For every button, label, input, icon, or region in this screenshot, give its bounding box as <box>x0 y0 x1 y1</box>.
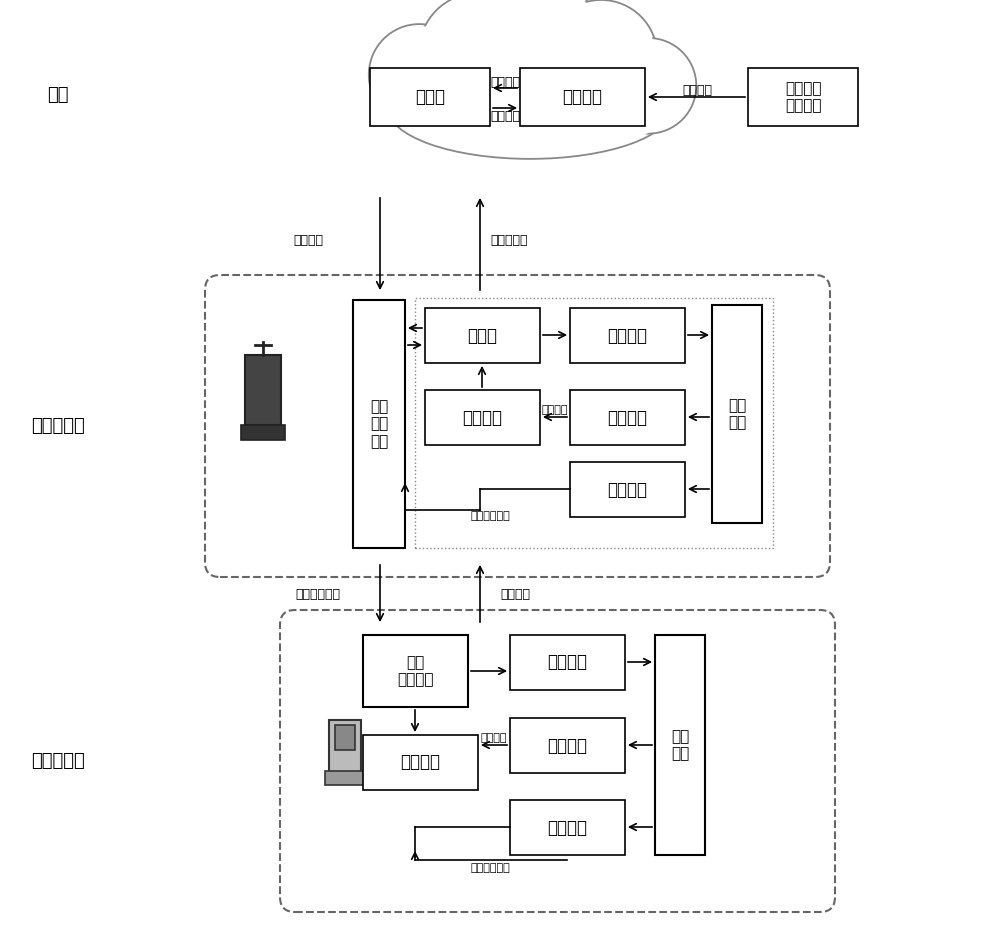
Text: 实时路况: 实时路况 <box>682 83 712 96</box>
Ellipse shape <box>421 0 536 110</box>
Text: 充电
模块: 充电 模块 <box>728 398 746 431</box>
Text: 存储模块: 存储模块 <box>400 754 440 771</box>
Text: 云端: 云端 <box>47 86 69 104</box>
Text: 从机控制指令: 从机控制指令 <box>296 587 340 600</box>
Text: 充电站信息: 充电站信息 <box>490 233 528 246</box>
Ellipse shape <box>603 40 694 131</box>
Text: 充电桩从机: 充电桩从机 <box>31 752 85 770</box>
Text: 第一
通信
模块: 第一 通信 模块 <box>370 399 388 449</box>
Bar <box>363 735 478 790</box>
Bar <box>570 390 685 445</box>
Ellipse shape <box>547 2 655 110</box>
Text: 充电桩主机: 充电桩主机 <box>31 417 85 435</box>
Text: 控制模块: 控制模块 <box>608 327 648 344</box>
FancyBboxPatch shape <box>325 771 365 785</box>
Bar <box>712 305 762 523</box>
Bar <box>425 390 540 445</box>
Text: 检测模块: 检测模块 <box>548 819 588 836</box>
Text: 第二
通信模块: 第二 通信模块 <box>397 655 434 687</box>
Text: 处理器: 处理器 <box>468 327 498 344</box>
Bar <box>370 68 490 126</box>
Ellipse shape <box>388 57 672 159</box>
FancyBboxPatch shape <box>329 720 361 775</box>
FancyBboxPatch shape <box>241 425 285 440</box>
Text: 从机信息: 从机信息 <box>500 587 530 600</box>
Bar <box>570 462 685 517</box>
Ellipse shape <box>419 0 538 112</box>
Text: 存储模块: 存储模块 <box>462 408 503 427</box>
FancyBboxPatch shape <box>245 355 281 425</box>
Ellipse shape <box>371 26 468 123</box>
Text: 历史信息: 历史信息 <box>490 109 520 122</box>
Bar <box>748 68 858 126</box>
Text: 控制模块: 控制模块 <box>548 654 588 671</box>
Bar <box>425 308 540 363</box>
Ellipse shape <box>601 38 696 133</box>
Bar <box>655 635 705 855</box>
Text: 工作状态信息: 工作状态信息 <box>470 511 510 521</box>
Text: 数据库: 数据库 <box>415 88 445 106</box>
Ellipse shape <box>479 0 605 108</box>
FancyBboxPatch shape <box>205 275 830 577</box>
FancyBboxPatch shape <box>335 725 355 750</box>
Ellipse shape <box>392 60 668 156</box>
Text: 统计模块: 统计模块 <box>548 736 588 755</box>
Text: 统计模块: 统计模块 <box>608 408 648 427</box>
Bar <box>510 800 625 855</box>
Text: 交通状况
监测系统: 交通状况 监测系统 <box>785 81 821 113</box>
Bar <box>510 718 625 773</box>
Ellipse shape <box>481 0 603 106</box>
Ellipse shape <box>369 24 470 125</box>
Ellipse shape <box>545 0 657 112</box>
Text: 工作状态信息: 工作状态信息 <box>470 863 510 873</box>
Bar <box>570 308 685 363</box>
Bar <box>520 68 645 126</box>
Text: 交易信息: 交易信息 <box>542 405 568 415</box>
Bar <box>363 635 468 707</box>
Text: 云服务器: 云服务器 <box>562 88 602 106</box>
FancyBboxPatch shape <box>280 610 835 912</box>
Bar <box>353 300 405 548</box>
Text: 当前信息: 当前信息 <box>490 76 520 89</box>
Text: 充电
模块: 充电 模块 <box>671 729 689 761</box>
Text: 控制指令: 控制指令 <box>293 233 323 246</box>
Bar <box>510 635 625 690</box>
Text: 检测模块: 检测模块 <box>608 481 648 498</box>
Text: 交易信息: 交易信息 <box>481 733 507 743</box>
